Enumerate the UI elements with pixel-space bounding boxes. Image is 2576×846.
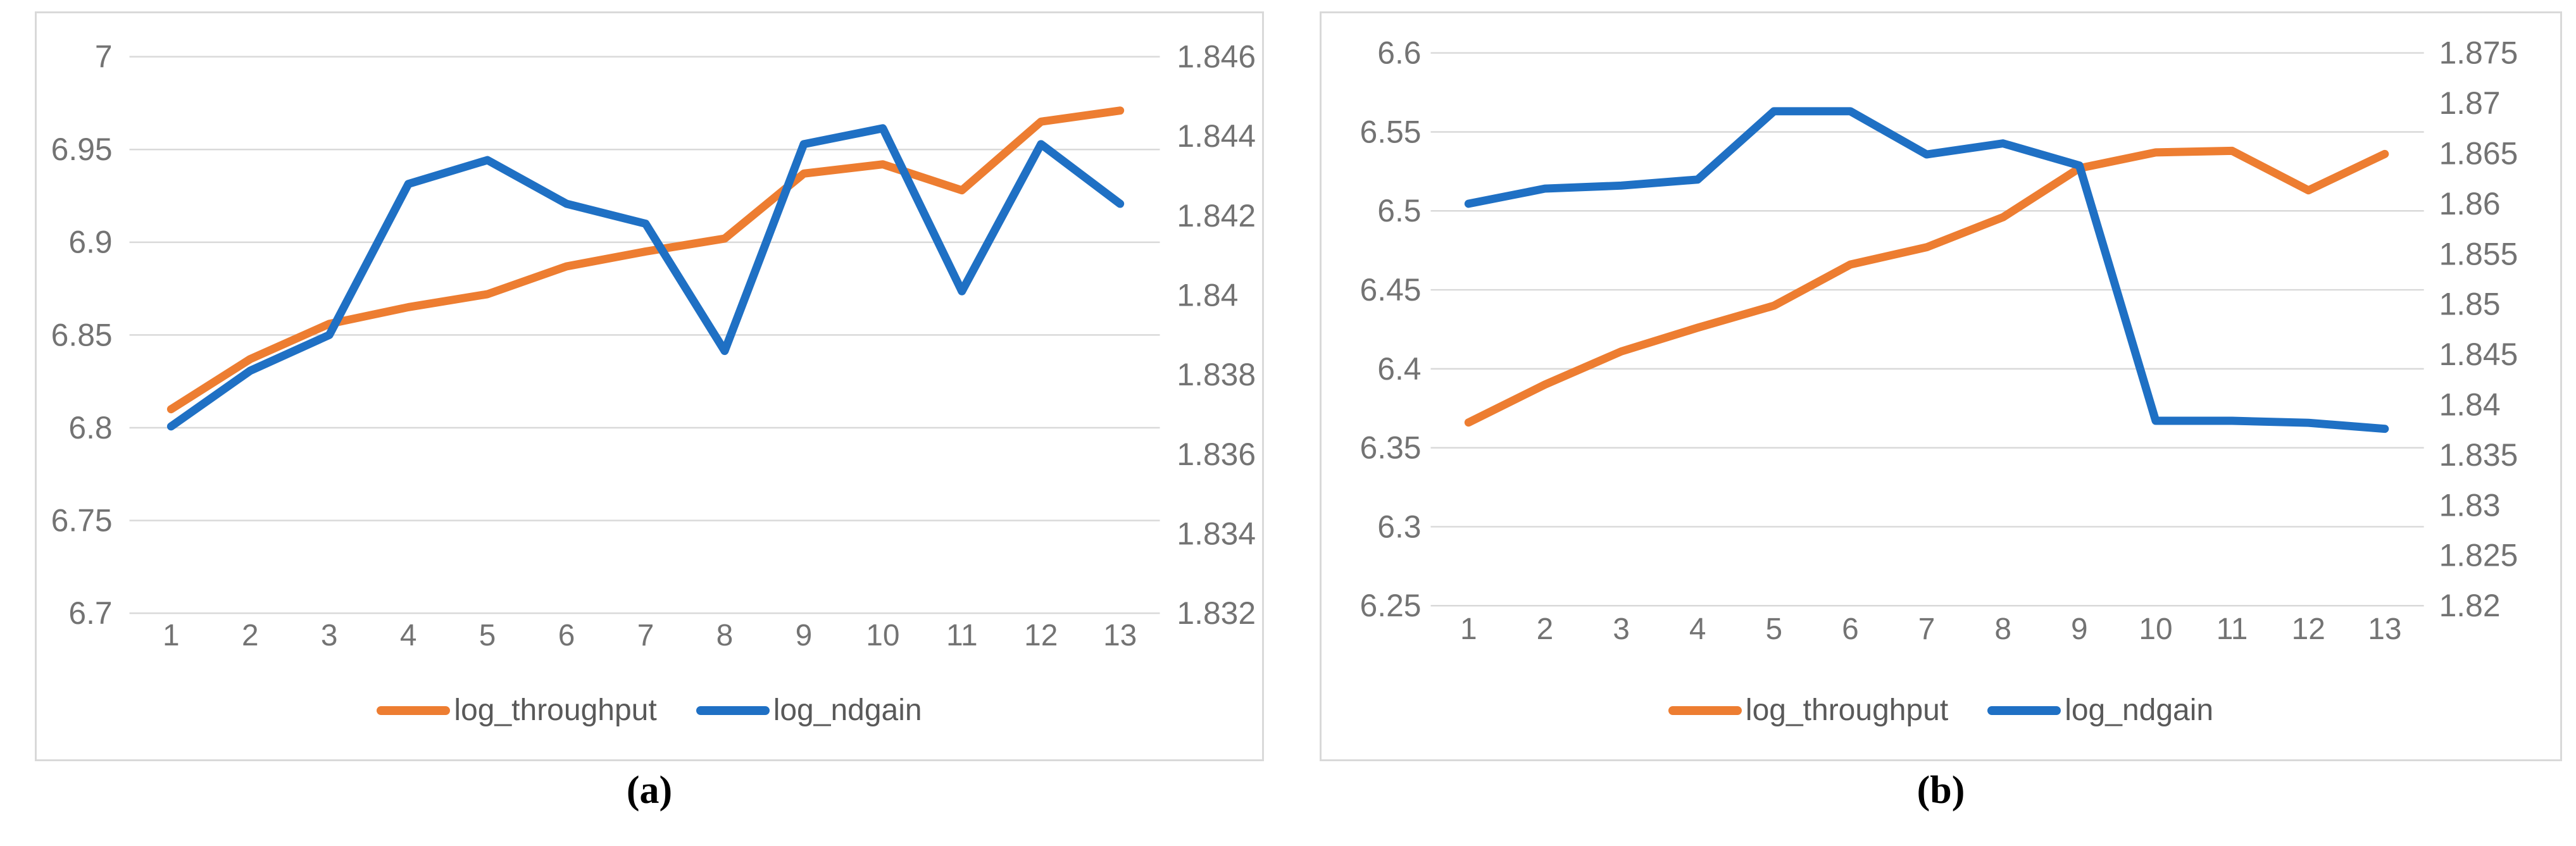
x-axis-tick-label: 11 (2216, 613, 2248, 646)
left-axis-tick-label: 6.45 (1360, 272, 1422, 308)
right-axis-tick-label: 1.842 (1177, 198, 1256, 233)
left-axis-tick-label: 6.4 (1377, 351, 1421, 387)
x-axis-tick-label: 2 (1537, 613, 1554, 646)
log-ndgain-line-swatch (696, 706, 770, 715)
x-axis-tick-label: 7 (637, 619, 654, 652)
left-axis-tick-label: 6.55 (1360, 114, 1422, 149)
legend-label-log-throughput: log_throughput (1745, 694, 1949, 727)
right-axis-tick-label: 1.84 (2439, 387, 2501, 423)
right-axis-tick-label: 1.825 (2439, 538, 2518, 573)
log_ndgain-line (1464, 107, 2389, 433)
log-throughput-line-swatch (1668, 706, 1742, 715)
legend-label-log-ndgain: log_ndgain (773, 694, 922, 727)
log-ndgain-line-swatch (1987, 706, 2061, 715)
right-axis-tick-label: 1.87 (2439, 85, 2501, 121)
x-axis-tick-label: 1 (163, 619, 180, 652)
x-axis-tick-label: 9 (796, 619, 813, 652)
left-axis-tick-label: 6.6 (1377, 35, 1421, 71)
chart-a-canvas: 76.956.96.856.86.756.71.8461.8441.8421.8… (51, 39, 1256, 652)
chart-panel-b: 6.6 6.55 6.5 6.45 6.4 6.35 6.3 6.25 1.875 1.87 1.8… (1320, 11, 2562, 761)
right-axis-tick-label: 1.836 (1177, 437, 1256, 472)
log_throughput-line (166, 106, 1125, 414)
caption-b: (b) (1916, 769, 1965, 812)
gridlines (129, 56, 1160, 614)
x-axis-tick-label: 10 (866, 619, 899, 652)
x-axis-tick-label: 4 (1689, 613, 1706, 646)
legend-label-log-ndgain: log_ndgain (2065, 694, 2214, 727)
right-axis-tick-label: 1.83 (2439, 487, 2501, 523)
x-axis-tick-label: 1 (1460, 613, 1477, 646)
left-axis-tick-label: 6.5 (1377, 193, 1421, 228)
legend-item-log-ndgain: log_ndgain (696, 695, 922, 726)
left-axis-tick-label: 6.95 (51, 132, 113, 167)
x-axis-tick-label: 12 (1024, 619, 1058, 652)
gridlines (1430, 52, 2424, 607)
caption-a: (a) (626, 769, 673, 812)
left-axis-tick-label: 6.8 (68, 410, 112, 445)
x-axis-tick-label: 3 (1613, 613, 1630, 646)
right-axis-tick-label: 1.865 (2439, 135, 2518, 171)
chart-a-legend: log_throughput log_ndgain (37, 692, 1262, 730)
log-throughput-line-swatch (377, 706, 451, 715)
right-axis-tick-label: 1.84 (1177, 278, 1238, 313)
left-axis-tick-label: 6.75 (51, 503, 113, 538)
left-axis-tick-label: 6.9 (68, 225, 112, 260)
x-axis-tick-label: 12 (2292, 613, 2325, 646)
left-axis-tick-label: 6.3 (1377, 509, 1421, 544)
legend-item-log-throughput: log_throughput (1668, 695, 1948, 726)
x-axis-tick-label: 6 (1842, 613, 1859, 646)
right-axis-tick-label: 1.835 (2439, 437, 2518, 473)
right-axis-tick-label: 1.834 (1177, 516, 1256, 551)
x-axis-tick-label: 4 (400, 619, 417, 652)
x-axis-tick-label: 13 (1103, 619, 1137, 652)
x-axis-tick-label: 8 (1994, 613, 2011, 646)
x-axis-tick-label: 10 (2139, 613, 2172, 646)
x-axis-tick-label: 3 (321, 619, 338, 652)
log_ndgain-line (166, 124, 1125, 431)
left-axis-tick-label: 6.7 (68, 595, 112, 631)
right-axis-tick-label: 1.838 (1177, 357, 1256, 392)
chart-b-legend: log_throughput log_ndgain (1322, 692, 2560, 730)
right-axis-tick-label: 1.82 (2439, 588, 2501, 623)
right-axis-tick-label: 1.855 (2439, 236, 2518, 271)
x-axis-tick-label: 13 (2368, 613, 2401, 646)
left-axis-tick-label: 7 (95, 39, 113, 75)
left-axis-tick-label: 6.85 (51, 317, 113, 352)
x-axis-tick-label: 11 (946, 619, 978, 652)
chart-b-canvas: 6.6 6.55 6.5 6.45 6.4 6.35 6.3 6.25 1.875 1.87 1.8… (1360, 35, 2518, 646)
x-axis-tick-label: 8 (716, 619, 734, 652)
x-axis-tick-label: 5 (1765, 613, 1782, 646)
right-axis-tick-label: 1.85 (2439, 287, 2501, 322)
chart-panel-a: 7 6.95 6.9 6.85 6.8 6.75 6.7 1.846 1.844 1.842 1.8… (35, 11, 1264, 761)
x-axis-tick-label: 5 (479, 619, 496, 652)
right-axis-tick-label: 1.86 (2439, 186, 2501, 221)
legend-label-log-throughput: log_throughput (454, 694, 657, 727)
right-axis-tick-label: 1.832 (1177, 595, 1256, 631)
x-axis-tick-label: 2 (242, 619, 259, 652)
right-axis-tick-label: 1.846 (1177, 39, 1256, 75)
legend-item-log-ndgain: log_ndgain (1987, 695, 2213, 726)
right-axis-tick-label: 1.844 (1177, 118, 1256, 154)
right-axis-tick-label: 1.875 (2439, 35, 2518, 71)
left-axis-tick-label: 6.25 (1360, 588, 1422, 623)
right-axis-tick-label: 1.845 (2439, 337, 2518, 372)
legend-item-log-throughput: log_throughput (377, 694, 657, 727)
x-axis-tick-label: 9 (2071, 613, 2088, 646)
left-axis-tick-label: 6.35 (1360, 430, 1422, 466)
log_throughput-line (1464, 146, 2389, 427)
x-axis-tick-label: 7 (1918, 613, 1935, 646)
x-axis-tick-label: 6 (558, 619, 575, 652)
